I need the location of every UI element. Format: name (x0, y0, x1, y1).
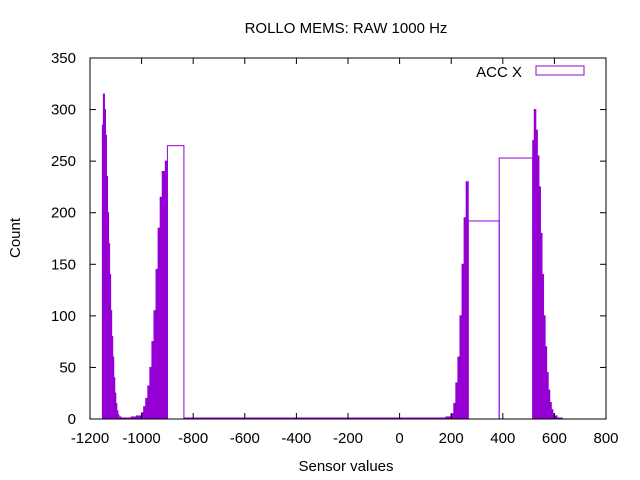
histogram-bar (166, 145, 185, 420)
y-tick-label: 50 (59, 359, 76, 376)
x-tick-label: 200 (439, 430, 464, 447)
x-tick-label: -200 (333, 430, 363, 447)
histogram-bar (467, 220, 500, 420)
x-tick-label: -400 (281, 430, 311, 447)
y-tick-label: 200 (51, 205, 76, 222)
y-tick-label: 100 (51, 308, 76, 325)
histogram-bars (101, 93, 563, 420)
x-tick-label: -600 (230, 430, 260, 447)
y-tick-label: 250 (51, 153, 76, 170)
x-tick-label: -800 (178, 430, 208, 447)
x-tick-label: 800 (593, 430, 618, 447)
x-tick-label: 400 (490, 430, 515, 447)
y-tick-label: 350 (51, 50, 76, 67)
axis-ticks: -1200 -1000 -800 -600 -400 -200 0 200 400 600 800 0… (51, 50, 619, 447)
legend-label-acc-x: ACC X (476, 64, 522, 81)
y-tick-label: 0 (68, 411, 76, 428)
y-axis-label: Count (7, 217, 24, 258)
x-tick-label: -1200 (71, 430, 109, 447)
histogram-bar (498, 157, 534, 420)
legend: ACC X (476, 64, 585, 81)
y-tick-label: 150 (51, 256, 76, 273)
x-tick-label: 600 (542, 430, 567, 447)
x-axis-label: Sensor values (298, 458, 393, 475)
y-tick-label: 300 (51, 102, 76, 119)
x-tick-label: -1000 (122, 430, 160, 447)
legend-swatch (535, 65, 585, 76)
x-tick-label: 0 (395, 430, 403, 447)
chart-title: ROLLO MEMS: RAW 1000 Hz (245, 20, 448, 37)
